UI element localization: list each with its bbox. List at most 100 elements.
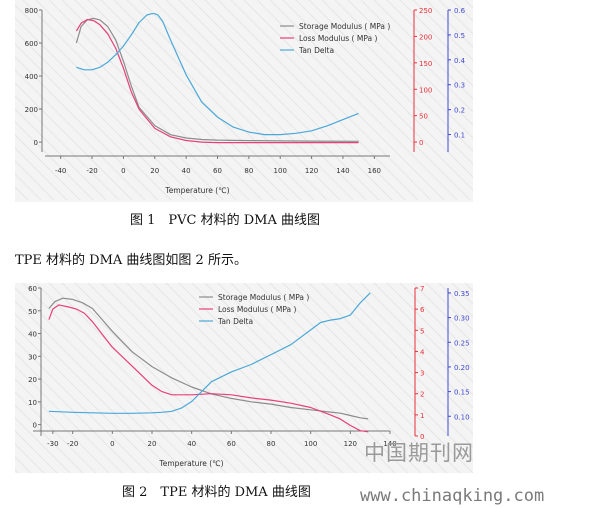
x-tick-label: 60 [227,440,236,448]
right-red-tick-label: 200 [419,33,432,41]
left-tick-label: 30 [28,353,37,361]
legend-label: Tan Delta [217,317,253,326]
right-blue-tick-label: 0.10 [454,413,470,421]
hatch-line [126,283,318,473]
hatch-line [22,0,224,201]
hatch-line [204,0,406,201]
hatch-line [61,0,263,201]
left-tick-label: 600 [25,40,38,48]
hatch-line [15,43,172,201]
hatch-line [126,0,328,201]
hatch-line [360,0,473,113]
right-red-tick-label: 2 [420,391,424,399]
x-tick-label: -20 [86,167,97,175]
x-tick-label: 60 [213,167,222,175]
right-red-tick-label: 3 [420,370,424,378]
right-blue-tick-label: 0.15 [454,389,470,397]
x-tick-label: -20 [67,440,78,448]
hatch-line [217,283,409,473]
hatch-line [386,0,473,87]
hatch-line [15,300,188,473]
right-red-tick-label: 1 [420,412,424,420]
hatch-line [438,283,473,318]
pvc-dma-chart-svg: -40 -20 0 20 40 60 80 100 120 140 160 Temperature (… [15,0,473,201]
hatch-line [308,283,473,448]
legend-label: Storage Modulus ( MPa ) [218,293,309,302]
series-line-loss-modulus [48,304,369,433]
right-blue-tick-label: 0.25 [454,339,470,347]
hatch-line [113,0,315,201]
hatch-line [15,4,211,201]
left-tick-label: 50 [28,308,37,316]
hatch-line [113,283,305,473]
figure-1-caption: 图 1 PVC 材料的 DMA 曲线图 [130,213,321,228]
hatch-line [204,283,396,473]
hatch-line [15,147,68,201]
x-tick-label: 80 [244,167,253,175]
series-line-tan-delta [48,292,371,414]
x-tick-label: -30 [47,440,58,448]
hatch-line [230,0,432,201]
hatch-line [15,365,123,473]
legend-label: Storage Modulus ( MPa ) [299,22,390,31]
hatch-line [243,0,445,201]
hatch-line [165,283,357,473]
hatch-line [334,283,473,422]
hatch-line [74,283,266,473]
x-tick-label: -40 [55,167,66,175]
right-red-tick-label: 250 [419,7,432,15]
right-blue-tick-label: 0.4 [454,57,466,65]
hatch-line [61,283,253,473]
hatch-line [178,0,380,201]
series-line-loss-modulus [75,18,359,144]
hatch-line [256,283,448,473]
x-tick-label: 0 [110,440,114,448]
hatch-line [412,283,473,344]
right-red-tick-label: 7 [420,285,424,293]
hatch-line [15,339,149,473]
x-tick-label: 20 [148,440,157,448]
right-blue-tick-label: 0.5 [454,32,465,40]
x-tick-label: 120 [344,440,357,448]
left-tick-label: 400 [25,73,38,81]
right-red-tick-label: 4 [420,348,425,356]
hatch-line [15,430,58,473]
x-tick-label: 140 [383,440,396,448]
hatch-line [15,352,136,473]
series-line-tan-delta [76,13,359,136]
right-red-tick-label: 0 [419,139,423,147]
hatch-line [269,0,471,201]
right-blue-tick-label: 0.6 [454,7,466,15]
hatch-line [399,0,473,74]
right-red-tick-label: 0 [420,433,424,441]
right-blue-tick-label: 0.1 [454,132,465,140]
hatch-line [334,0,473,139]
right-blue-tick-label: 0.2 [454,107,465,115]
hatch-line [15,17,198,201]
hatch-line [178,283,370,473]
hatch-line [165,0,367,201]
hatch-line [256,0,458,201]
x-tick-label: 80 [267,440,276,448]
left-tick-label: 0 [34,139,38,147]
right-red-tick-label: 6 [420,306,425,314]
hatch-line [15,378,110,473]
x-tick-label: 0 [121,167,125,175]
hatch-line [295,0,473,178]
hatch-line [152,0,354,201]
hatch-line [15,186,29,201]
legend-label: Tan Delta [298,46,334,55]
hatch-line [399,283,473,357]
left-tick-label: 60 [28,285,37,293]
x-tick-label: 120 [305,167,318,175]
hatch-line [15,108,107,201]
hatch-line [15,82,133,201]
hatch-line [74,0,276,201]
hatch-line [15,69,146,201]
hatch-line [425,283,473,331]
hatch-line [35,283,227,473]
x-axis-label: Temperature (℃) [158,459,223,468]
hatch-line [15,30,185,201]
right-blue-tick-label: 0.3 [454,82,465,90]
